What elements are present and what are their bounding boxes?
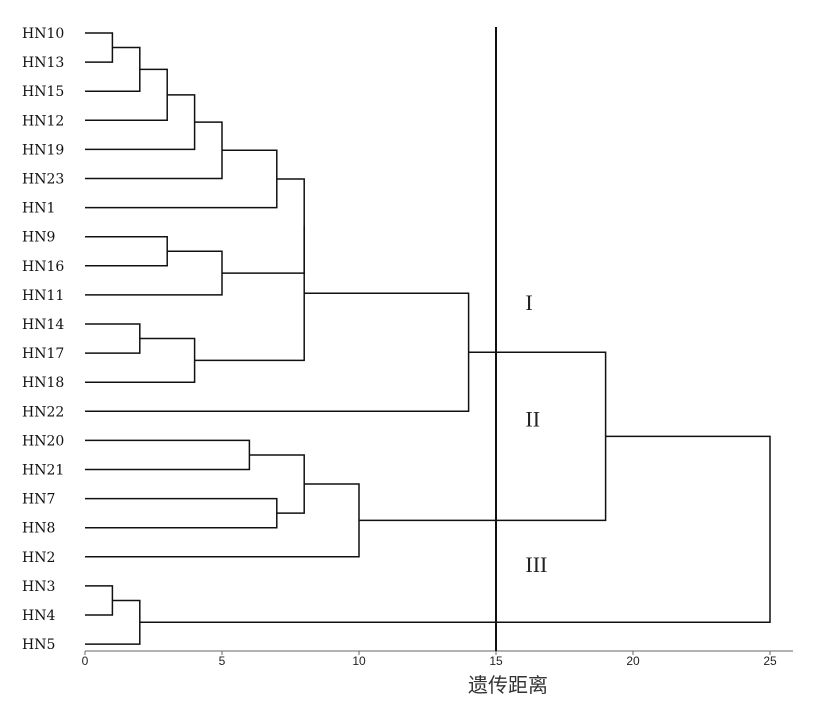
branch-merge-2 — [85, 68, 168, 122]
branch-merge-20 — [139, 435, 771, 624]
branch-merge-17 — [359, 351, 607, 522]
leaf-label-hn1: HN1 — [22, 201, 55, 217]
branch-merge-8 — [222, 178, 305, 274]
branch-merge-11 — [194, 226, 305, 362]
x-tick-label: 0 — [82, 654, 89, 668]
leaf-label-hn5: HN5 — [22, 637, 55, 653]
branch-merge-3 — [85, 94, 196, 151]
leaf-label-hn2: HN2 — [22, 550, 55, 566]
x-tick-label: 15 — [489, 654, 503, 668]
leaf-label-hn10: HN10 — [22, 26, 64, 42]
x-axis-title: 遗传距离 — [468, 673, 548, 697]
cluster-label-i: I — [525, 290, 532, 315]
leaf-label-hn11: HN11 — [22, 288, 64, 304]
leaf-label-hn13: HN13 — [22, 55, 64, 71]
x-axis: 0 5 10 15 20 25 — [82, 650, 793, 668]
branches — [85, 32, 771, 645]
branch-merge-9 — [85, 323, 141, 354]
leaf-label-hn8: HN8 — [22, 521, 55, 537]
leaf-label-hn16: HN16 — [22, 259, 64, 275]
cluster-label-ii: II — [525, 406, 540, 431]
branch-merge-13 — [85, 439, 251, 471]
branch-merge-12 — [85, 292, 470, 413]
leaf-label-hn7: HN7 — [22, 492, 55, 508]
leaf-labels: HN10 HN13 HN15 HN12 HN19 HN23 HN1 HN9 HN16 HN11 HN… — [22, 26, 64, 653]
leaf-label-hn18: HN18 — [22, 375, 64, 391]
branch-merge-7 — [85, 250, 223, 296]
branch-merge-16 — [85, 483, 360, 558]
leaf-label-hn14: HN14 — [22, 317, 64, 333]
branch-merge-6 — [85, 235, 168, 267]
x-tick-label: 20 — [626, 654, 640, 668]
leaf-label-hn19: HN19 — [22, 142, 64, 158]
leaf-label-hn3: HN3 — [22, 579, 55, 595]
leaf-label-hn23: HN23 — [22, 172, 64, 188]
leaf-label-hn12: HN12 — [22, 113, 64, 129]
branch-merge-14 — [85, 497, 278, 529]
leaf-label-hn21: HN21 — [22, 463, 64, 479]
x-tick-label: 10 — [352, 654, 366, 668]
x-tick-label: 5 — [219, 654, 226, 668]
branch-merge-4 — [85, 121, 223, 180]
leaf-label-hn22: HN22 — [22, 404, 64, 420]
leaf-label-hn15: HN15 — [22, 84, 64, 100]
leaf-label-hn9: HN9 — [22, 230, 55, 246]
cluster-label-iii: III — [525, 552, 547, 577]
x-tick-label: 25 — [763, 654, 777, 668]
leaf-label-hn17: HN17 — [22, 346, 64, 362]
branch-merge-18 — [85, 585, 114, 616]
branch-merge-0 — [85, 32, 114, 63]
leaf-label-hn20: HN20 — [22, 433, 64, 449]
leaf-label-hn4: HN4 — [22, 608, 55, 624]
